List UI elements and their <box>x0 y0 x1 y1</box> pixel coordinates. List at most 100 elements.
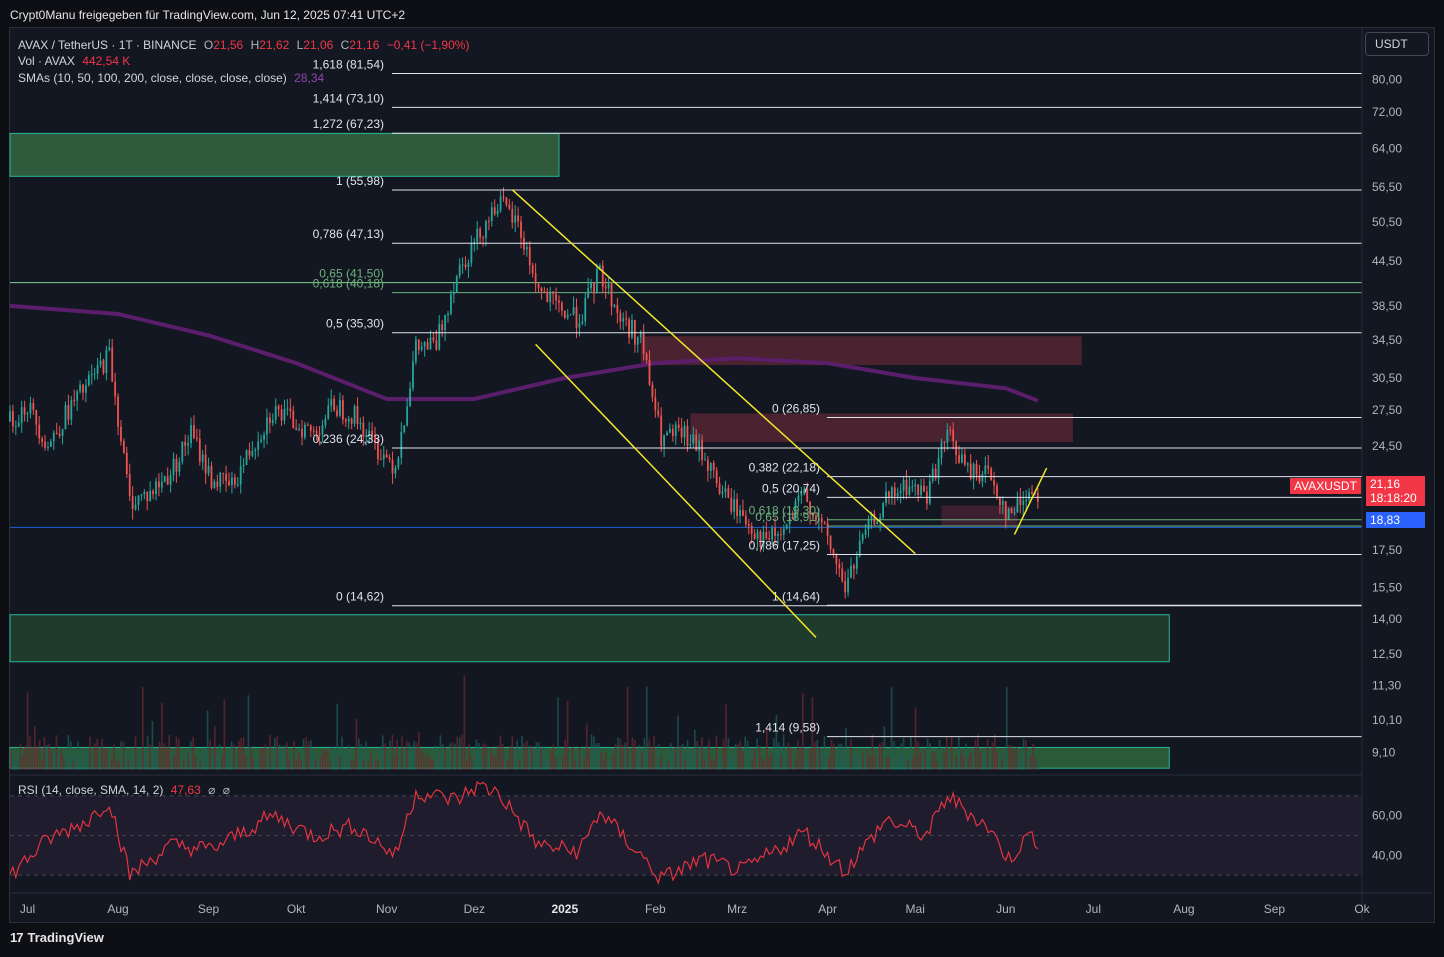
volume-bar <box>252 757 254 770</box>
volume-bar <box>770 753 773 770</box>
volume-bar <box>1030 756 1032 770</box>
candle-body <box>155 481 157 494</box>
candle-body <box>394 467 397 474</box>
candle-body <box>266 417 268 435</box>
volume-bar <box>461 734 463 770</box>
volume-bar <box>398 755 401 770</box>
volume-bar <box>571 746 574 770</box>
volume-bar <box>802 693 804 770</box>
candle-body <box>958 455 960 463</box>
volume-legend[interactable]: Vol · AVAX 442,54 K <box>18 54 134 68</box>
volume-bar <box>293 740 295 770</box>
support-price-badge: 18,83 <box>1366 512 1425 528</box>
candle-body <box>704 459 706 461</box>
candle-body <box>584 297 587 322</box>
volume-bar <box>718 756 720 770</box>
candle-body <box>260 439 263 442</box>
volume-bar <box>17 750 19 770</box>
volume-bar <box>521 735 523 770</box>
volume-bar <box>360 744 362 770</box>
candle-body <box>233 477 236 485</box>
candle-body <box>304 424 306 438</box>
candle-body <box>330 398 333 406</box>
candle-body <box>969 463 972 479</box>
volume-bar <box>725 704 727 770</box>
volume-bar <box>84 749 86 770</box>
fib-level-label-right: 1 (14,64) <box>772 589 820 603</box>
candle-body <box>44 441 46 448</box>
volume-bar <box>384 743 386 770</box>
volume-bar <box>242 737 245 770</box>
volume-bar <box>434 745 437 770</box>
volume-bar <box>494 756 497 770</box>
volume-bar <box>187 752 190 770</box>
candle-body <box>502 196 505 198</box>
candle-body <box>274 406 277 420</box>
volume-bar <box>173 755 175 770</box>
volume-bar <box>710 757 713 770</box>
rsi-label[interactable]: RSI (14, close, SMA, 14, 2) <box>18 783 164 797</box>
price-tick-label: 9,10 <box>1372 746 1396 760</box>
volume-label[interactable]: Vol · AVAX <box>18 54 75 68</box>
candle-body <box>487 221 490 223</box>
volume-bar <box>751 758 754 770</box>
time-tick-label: Apr <box>818 902 837 916</box>
volume-bar <box>624 742 626 770</box>
candle-body <box>280 409 283 421</box>
volume-bar <box>370 752 372 770</box>
candle-body <box>172 458 175 476</box>
currency-button[interactable]: USDT <box>1365 32 1429 56</box>
volume-bar <box>240 737 242 770</box>
candle-body <box>417 339 420 350</box>
volume-bar <box>691 754 694 770</box>
candle-body <box>79 384 81 392</box>
volume-bar <box>437 759 439 770</box>
volume-bar <box>701 737 703 770</box>
candle-body <box>739 510 741 517</box>
candle-body <box>984 465 987 475</box>
sma-legend[interactable]: SMAs (10, 50, 100, 200, close, close, cl… <box>18 71 328 85</box>
sma-label[interactable]: SMAs (10, 50, 100, 200, close, close, cl… <box>18 71 287 85</box>
volume-bar <box>449 743 451 770</box>
volume-bar <box>132 749 134 770</box>
volume-bar <box>490 747 492 770</box>
candle-body <box>940 441 943 458</box>
candle-body <box>379 459 382 461</box>
volume-bar <box>300 759 302 770</box>
symbol-name[interactable]: AVAX / TetherUS · 1T · BINANCE <box>18 38 197 52</box>
candle-body <box>648 360 651 385</box>
volume-bar <box>986 739 989 770</box>
rsi-legend[interactable]: RSI (14, close, SMA, 14, 2) 47,63 ⌀ ⌀ <box>18 783 234 797</box>
candle-body <box>771 527 774 540</box>
volume-bar <box>110 758 113 770</box>
candle-body <box>598 265 601 270</box>
volume-bar <box>254 755 257 770</box>
symbol-legend[interactable]: AVAX / TetherUS · 1T · BINANCE O21,56 H2… <box>18 38 473 52</box>
price-tick-label: 56,50 <box>1372 180 1402 194</box>
candle-body <box>61 429 64 436</box>
candle-body <box>493 207 496 215</box>
fib-level-label-right: 0,65 (18,91) <box>755 510 820 524</box>
volume-bar <box>833 744 835 770</box>
volume-bar <box>420 749 422 770</box>
volume-bar <box>317 755 319 770</box>
volume-bar <box>14 759 17 770</box>
volume-bar <box>982 752 984 770</box>
volume-bar <box>276 736 278 770</box>
candle-body <box>277 406 280 410</box>
candle-body <box>23 407 26 415</box>
volume-bar <box>622 744 624 770</box>
candle-body <box>777 534 779 536</box>
volume-bar <box>924 749 926 770</box>
time-tick-label: Dez <box>464 902 485 916</box>
volume-bar <box>38 740 41 770</box>
candle-body <box>631 319 633 338</box>
volume-bar <box>482 743 485 770</box>
volume-bar <box>374 758 377 770</box>
tradingview-footer[interactable]: ⁠17 TradingView <box>10 930 104 945</box>
volume-bar <box>809 748 811 770</box>
candle-body <box>210 465 213 489</box>
volume-bar <box>912 757 914 770</box>
volume-bar <box>684 759 686 770</box>
